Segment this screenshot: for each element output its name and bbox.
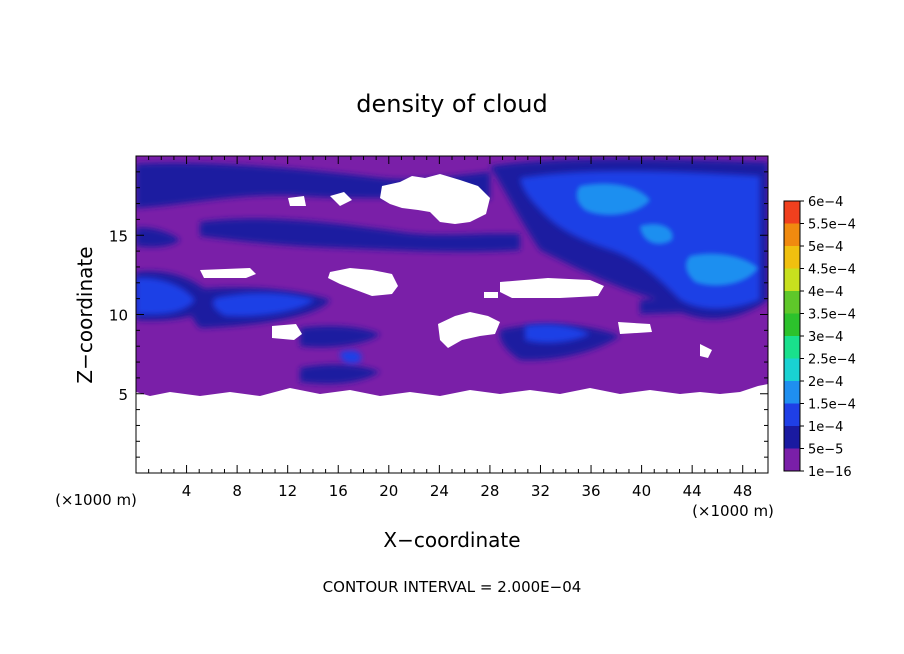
x-tick-label: 4 (182, 482, 192, 500)
colorbar-label: 1e−4 (808, 420, 843, 435)
y-tick-label: 5 (118, 386, 128, 404)
colorbar-swatch (784, 381, 800, 404)
colorbar-label: 3.5e−4 (808, 308, 856, 323)
colorbar-swatch (784, 246, 800, 269)
colorbar-swatch (784, 448, 800, 471)
colorbar-swatch (784, 426, 800, 449)
x-tick-label: 24 (430, 482, 449, 500)
colorbar-swatch (784, 358, 800, 381)
colorbar-label: 1e−16 (808, 465, 852, 480)
x-tick-label: 32 (531, 482, 550, 500)
x-tick-label: 44 (683, 482, 702, 500)
x-tick-label: 8 (232, 482, 242, 500)
colorbar-label: 5e−5 (808, 443, 843, 458)
colorbar-swatch (784, 201, 800, 224)
colorbar-swatch (784, 313, 800, 336)
clear-air-patches (200, 174, 712, 358)
colorbar-swatch (784, 268, 800, 291)
x-ticks: 4 8 12 16 20 24 28 32 36 40 44 48 (148, 156, 756, 500)
x-tick-label: 48 (733, 482, 752, 500)
colorbar: 1e−16 5e−5 1e−4 1.5e−4 2e−4 2.5e−4 3e−4 3.5e−4 4… (783, 195, 856, 480)
x-tick-label: 20 (379, 482, 398, 500)
x-tick-label: 40 (632, 482, 651, 500)
contour-interval-note: CONTOUR INTERVAL = 2.000E−04 (323, 578, 582, 596)
colorbar-label: 4e−4 (808, 285, 843, 300)
x-unit-left: (×1000 m) (55, 491, 137, 509)
y-tick-label: 15 (109, 227, 128, 245)
x-tick-label: 12 (278, 482, 297, 500)
y-tick-label: 10 (109, 307, 128, 325)
y-ticks: 5 10 15 (109, 171, 768, 458)
x-tick-label: 28 (480, 482, 499, 500)
colorbar-swatch (784, 291, 800, 314)
contour-level-1.5e-4 (576, 183, 758, 286)
colorbar-label: 2e−4 (808, 375, 843, 390)
colorbar-swatch (784, 336, 800, 359)
colorbar-label: 5.5e−4 (808, 218, 856, 233)
colorbar-swatch (784, 403, 800, 426)
colorbar-label: 6e−4 (808, 195, 843, 210)
clear-air-below (136, 396, 768, 473)
colorbar-label: 1.5e−4 (808, 398, 856, 413)
colorbar-label: 5e−4 (808, 240, 843, 255)
chart-title: density of cloud (356, 90, 547, 118)
x-tick-label: 16 (329, 482, 348, 500)
colorbar-label: 3e−4 (808, 330, 843, 345)
x-tick-label: 36 (581, 482, 600, 500)
y-axis-label: Z−coordinate (73, 246, 97, 383)
colorbar-label: 2.5e−4 (808, 353, 856, 368)
colorbar-swatch (784, 223, 800, 246)
colorbar-label: 4.5e−4 (808, 263, 856, 278)
plot-area (136, 156, 768, 473)
x-unit-right: (×1000 m) (692, 502, 774, 520)
x-axis-label: X−coordinate (383, 528, 520, 552)
